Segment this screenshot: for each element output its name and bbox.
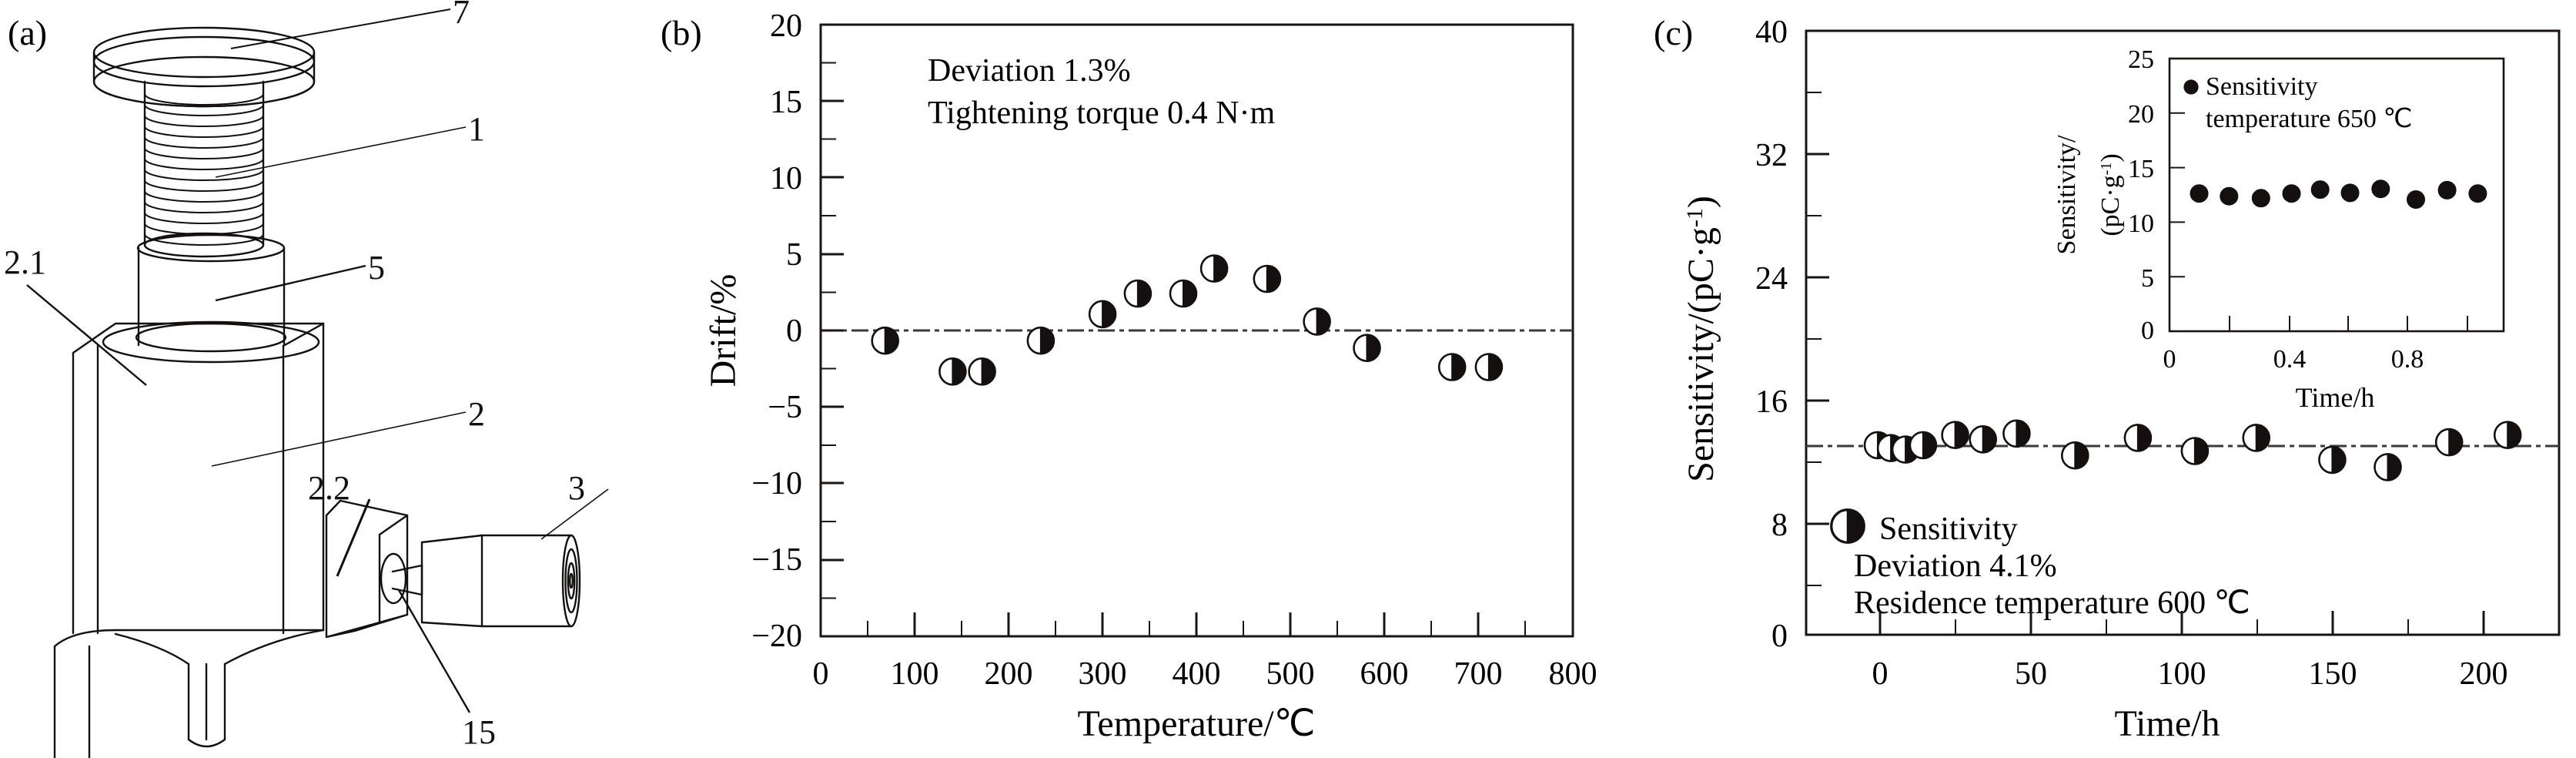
svg-text:50: 50 [2015,656,2047,692]
svg-text:0: 0 [1771,619,1788,654]
svg-text:Time/h: Time/h [2115,703,2220,744]
svg-text:Sensitivity: Sensitivity [2206,72,2317,101]
svg-text:Deviation 4.1%: Deviation 4.1% [1854,548,2057,584]
svg-text:20: 20 [2128,100,2154,129]
svg-text:Residence temperature 600 ℃: Residence temperature 600 ℃ [1854,585,2250,621]
svg-text:32: 32 [1755,138,1788,173]
svg-text:15: 15 [2128,155,2154,183]
svg-text:0: 0 [1872,656,1889,692]
svg-text:5: 5 [2141,264,2154,293]
svg-text:temperature 650 ℃: temperature 650 ℃ [2206,105,2413,133]
svg-text:16: 16 [1755,384,1788,420]
svg-text:0.4: 0.4 [2273,345,2307,374]
svg-text:8: 8 [1771,508,1788,543]
svg-text:0: 0 [2141,317,2154,345]
svg-text:25: 25 [2128,45,2154,74]
svg-text:Sensitivity/(pC·g-1): Sensitivity/(pC·g-1) [1681,196,1721,482]
svg-text:Sensitivity: Sensitivity [1879,511,2018,547]
svg-text:24: 24 [1755,261,1788,297]
svg-text:Time/h: Time/h [2296,382,2375,413]
svg-text:100: 100 [2158,656,2206,692]
svg-text:(c): (c) [1654,13,1693,52]
svg-text:0: 0 [2163,345,2176,374]
svg-text:10: 10 [2128,210,2154,238]
svg-text:Sensitivity/: Sensitivity/ [2052,135,2081,254]
svg-text:40: 40 [1755,15,1788,50]
svg-text:200: 200 [2460,656,2508,692]
svg-text:150: 150 [2309,656,2357,692]
svg-text:(pC·g-1): (pC·g-1) [2096,153,2125,236]
svg-text:0.8: 0.8 [2391,345,2424,374]
